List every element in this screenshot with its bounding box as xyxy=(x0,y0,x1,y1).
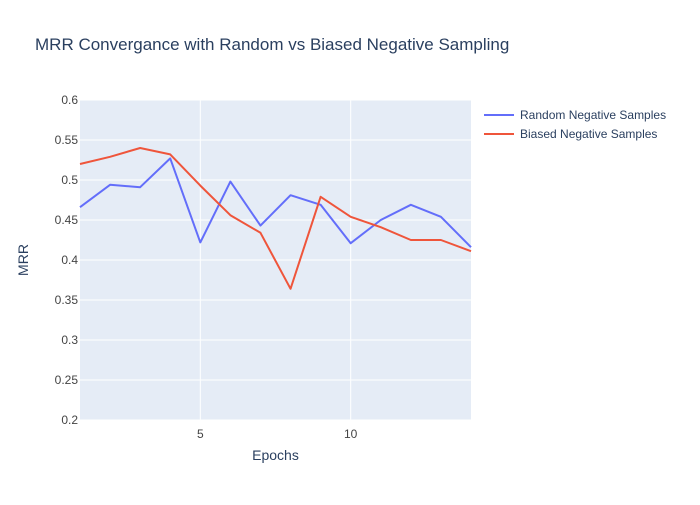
legend-item-biased[interactable]: Biased Negative Samples xyxy=(484,127,657,141)
x-tick-label: 5 xyxy=(197,427,204,441)
legend-label: Random Negative Samples xyxy=(520,108,666,122)
grid-lines xyxy=(80,99,471,421)
legend-item-random[interactable]: Random Negative Samples xyxy=(484,108,666,122)
y-tick-label: 0.55 xyxy=(55,133,79,147)
y-axis-ticks: 0.2 0.25 0.3 0.35 0.4 0.45 0.5 0.55 0.6 xyxy=(55,93,79,427)
y-tick-label: 0.2 xyxy=(61,413,78,427)
y-tick-label: 0.5 xyxy=(61,173,78,187)
x-axis-ticks: 5 10 xyxy=(197,427,358,441)
legend-label: Biased Negative Samples xyxy=(520,127,657,141)
y-tick-label: 0.45 xyxy=(55,213,79,227)
chart-title: MRR Convergance with Random vs Biased Ne… xyxy=(35,35,509,54)
x-tick-label: 10 xyxy=(344,427,358,441)
y-tick-label: 0.3 xyxy=(61,333,78,347)
y-tick-label: 0.4 xyxy=(61,253,78,267)
y-tick-label: 0.25 xyxy=(55,373,79,387)
series-lines xyxy=(79,147,472,290)
series-line-biased[interactable] xyxy=(79,147,472,290)
y-axis-label: MRR xyxy=(15,244,31,276)
x-axis-label: Epochs xyxy=(252,447,299,463)
y-tick-label: 0.6 xyxy=(61,93,78,107)
legend[interactable]: Random Negative Samples Biased Negative S… xyxy=(484,108,666,141)
y-tick-label: 0.35 xyxy=(55,293,79,307)
series-line-random[interactable] xyxy=(79,157,472,248)
